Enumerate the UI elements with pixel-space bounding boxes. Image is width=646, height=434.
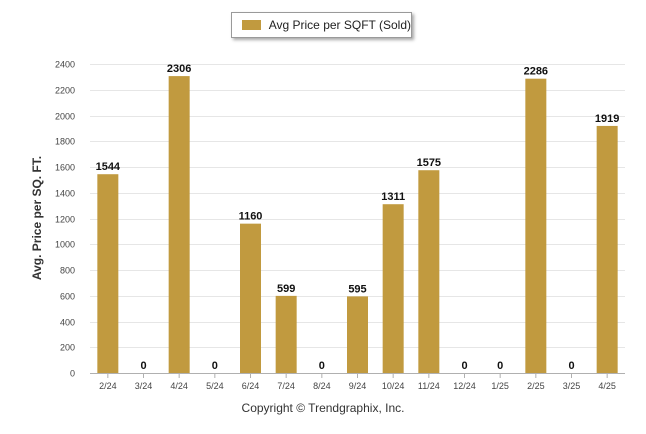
bar <box>418 170 440 373</box>
x-tick-label: 4/25 <box>598 381 616 391</box>
data-label: 0 <box>461 360 467 372</box>
x-tick-label: 8/24 <box>313 381 331 391</box>
data-label: 1919 <box>595 113 619 125</box>
y-tick-label: 1600 <box>55 163 75 173</box>
bars <box>97 76 618 374</box>
y-tick-label: 800 <box>60 266 75 276</box>
bar <box>596 125 618 374</box>
data-label: 0 <box>497 360 503 372</box>
x-tick-label: 7/24 <box>277 381 295 391</box>
x-tick-label: 9/24 <box>349 381 367 391</box>
data-label: 1575 <box>417 157 441 169</box>
x-tick-label: 12/24 <box>453 381 476 391</box>
data-label: 1160 <box>239 211 263 223</box>
data-label: 599 <box>277 283 295 295</box>
x-tick-label: 3/24 <box>135 381 153 391</box>
x-axis-ticks: 2/24 3/24 4/24 5/24 6/24 7/24 8/24 9/24 10/24 11/… <box>99 373 616 391</box>
data-label: 0 <box>212 360 218 372</box>
x-tick-label: 4/24 <box>170 381 188 391</box>
x-tick-label: 5/24 <box>206 381 224 391</box>
y-tick-label: 1000 <box>55 240 75 250</box>
y-tick-label: 1800 <box>55 137 75 147</box>
y-tick-label: 400 <box>60 318 75 328</box>
data-label: 1544 <box>96 161 121 173</box>
x-tick-label: 3/25 <box>563 381 581 391</box>
legend-label: Avg Price per SQFT (Sold) <box>268 18 411 32</box>
data-label: 2306 <box>167 63 191 75</box>
y-axis-ticks: 0 200 400 600 800 1000 1200 1400 1600 1800 2000 220… <box>55 60 75 379</box>
x-tick-label: 1/25 <box>491 381 509 391</box>
bar <box>275 295 297 373</box>
x-tick-label: 2/24 <box>99 381 117 391</box>
y-tick-label: 0 <box>70 369 75 379</box>
bar <box>97 174 119 373</box>
x-tick-label: 10/24 <box>382 381 405 391</box>
y-axis-label: Avg. Price per SQ. FT. <box>30 156 44 280</box>
chart-legend: Avg Price per SQFT (Sold) <box>231 12 412 38</box>
x-tick-label: 11/24 <box>418 381 440 391</box>
data-labels: 1544 0 2306 0 1160 599 0 595 1311 1575 0 0 2286 0 1919 <box>96 63 620 372</box>
bar <box>525 78 547 374</box>
legend-swatch <box>242 20 261 30</box>
y-tick-label: 1400 <box>55 189 75 199</box>
data-label: 2286 <box>524 66 548 78</box>
x-tick-label: 2/25 <box>527 381 545 391</box>
x-tick-label: 6/24 <box>242 381 260 391</box>
data-label: 0 <box>568 360 574 372</box>
y-tick-label: 200 <box>60 343 75 353</box>
data-label: 0 <box>140 360 146 372</box>
data-label: 1311 <box>381 191 405 203</box>
bar <box>168 76 190 373</box>
y-tick-label: 2000 <box>55 112 75 122</box>
bar <box>240 223 261 373</box>
data-label: 595 <box>348 283 366 295</box>
copyright-text: Copyright © Trendgraphix, Inc. <box>241 401 405 415</box>
y-tick-label: 2200 <box>55 86 75 96</box>
data-label: 0 <box>319 360 325 372</box>
bar <box>347 296 368 373</box>
y-tick-label: 2400 <box>55 60 75 70</box>
y-tick-label: 600 <box>60 292 75 302</box>
bar <box>382 204 404 373</box>
y-tick-label: 1200 <box>55 215 75 225</box>
